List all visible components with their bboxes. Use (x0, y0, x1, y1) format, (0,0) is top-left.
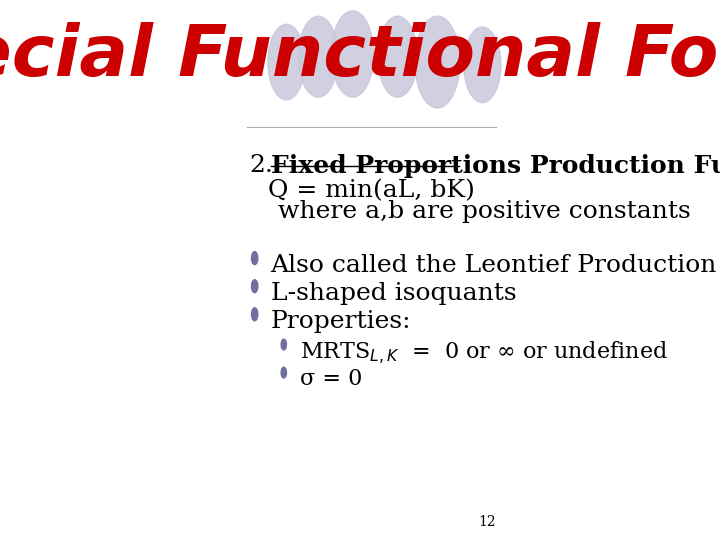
Text: where a,b are positive constants: where a,b are positive constants (279, 200, 691, 223)
Text: 2.: 2. (249, 154, 274, 177)
Text: L-shaped isoquants: L-shaped isoquants (271, 282, 516, 305)
Circle shape (298, 16, 338, 97)
Circle shape (331, 11, 374, 97)
Circle shape (415, 16, 460, 108)
Text: Special Functional Forms: Special Functional Forms (0, 22, 720, 91)
Circle shape (378, 16, 418, 97)
Text: MRTS$_{L,K}$  =  0 or ∞ or undefined: MRTS$_{L,K}$ = 0 or ∞ or undefined (300, 340, 667, 367)
Circle shape (251, 280, 258, 293)
Text: Properties:: Properties: (271, 310, 411, 333)
Text: σ = 0: σ = 0 (300, 368, 362, 390)
Circle shape (281, 339, 287, 350)
Circle shape (251, 308, 258, 321)
Text: Q = min(aL, bK): Q = min(aL, bK) (268, 179, 474, 202)
Circle shape (251, 252, 258, 265)
Text: Fixed Proportions Production Function: Fixed Proportions Production Function (271, 154, 720, 178)
Circle shape (281, 367, 287, 378)
Text: 12: 12 (478, 515, 495, 529)
Circle shape (268, 24, 305, 100)
Text: Also called the Leontief Production Function: Also called the Leontief Production Func… (271, 254, 720, 277)
Circle shape (464, 27, 501, 103)
